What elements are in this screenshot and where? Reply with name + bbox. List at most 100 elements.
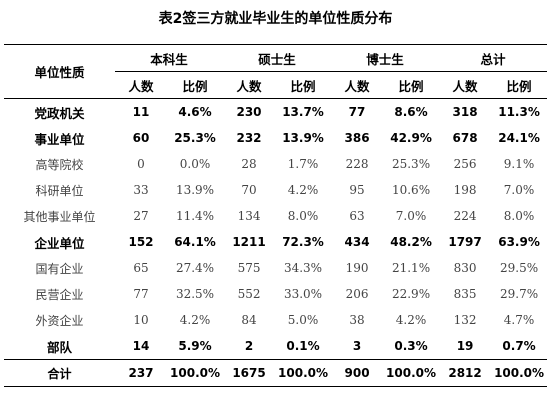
count-cell: 678: [452, 131, 478, 145]
ratio-cell: 13.9%: [282, 131, 324, 145]
count-cell: 228: [345, 157, 369, 171]
count-cell: 386: [344, 131, 370, 145]
count-cell: 230: [236, 105, 262, 119]
subcategory-row: 民营企业 77 32.5% 552 33.0% 206 22.9% 835 29.7%: [4, 281, 547, 307]
ratio-cell: 8.6%: [394, 105, 428, 119]
ratio-cell: 8.0%: [287, 209, 319, 223]
ratio-cell: 34.3%: [283, 261, 323, 275]
subheader-count: 人数: [344, 78, 370, 94]
ratio-cell: 72.3%: [282, 235, 324, 249]
count-cell: 256: [453, 157, 477, 171]
count-cell: 835: [453, 287, 477, 301]
ratio-cell: 29.5%: [499, 261, 539, 275]
subheader-count: 人数: [236, 78, 262, 94]
ratio-cell: 22.9%: [391, 287, 431, 301]
category-row: 党政机关 11 4.6% 230 13.7% 77 8.6% 318 11.3%: [4, 99, 547, 126]
count-cell: 70: [241, 183, 257, 197]
ratio-cell: 27.4%: [175, 261, 215, 275]
count-cell: 60: [132, 131, 150, 145]
ratio-cell: 4.2%: [179, 313, 211, 327]
ratio-cell: 13.7%: [282, 105, 324, 119]
count-cell: 1797: [448, 235, 482, 249]
ratio-cell: 5.0%: [287, 313, 319, 327]
row-label-header: 单位性质: [4, 44, 115, 99]
ratio-cell: 5.9%: [178, 339, 212, 353]
ratio-cell: 25.3%: [391, 157, 431, 171]
ratio-cell: 4.2%: [287, 183, 319, 197]
count-cell: 19: [456, 339, 474, 353]
count-cell: 14: [132, 339, 150, 353]
ratio-cell: 13.9%: [175, 183, 215, 197]
subcategory-row: 科研单位 33 13.9% 70 4.2% 95 10.6% 198 7.0%: [4, 177, 547, 203]
subcategory-row: 其他事业单位 27 11.4% 134 8.0% 63 7.0% 224 8.0%: [4, 203, 547, 229]
category-label: 部队: [46, 339, 72, 355]
subheader-ratio: 比例: [182, 78, 208, 94]
count-cell: 198: [453, 183, 477, 197]
ratio-cell: 9.1%: [503, 157, 535, 171]
total-cell: 100.0%: [170, 366, 220, 380]
category-row: 事业单位 60 25.3% 232 13.9% 386 42.9% 678 24.1%: [4, 125, 547, 151]
count-cell: 63: [349, 209, 365, 223]
subcategory-label: 高等院校: [35, 157, 84, 172]
category-label: 事业单位: [34, 131, 85, 147]
subcategory-label: 国有企业: [35, 261, 84, 276]
header-row-subcols: 人数 比例 人数 比例 人数 比例 人数 比例: [4, 72, 548, 99]
ratio-cell: 4.2%: [395, 313, 427, 327]
category-label: 党政机关: [34, 105, 85, 121]
subheader-count: 人数: [128, 78, 154, 94]
total-cell: 100.0%: [494, 366, 545, 380]
subcategory-row: 外资企业 10 4.2% 84 5.0% 38 4.2% 132 4.7%: [4, 307, 547, 333]
total-row: 合计 237 100.0% 1675 100.0% 900 100.0% 281…: [4, 359, 548, 387]
count-cell: 434: [344, 235, 370, 249]
subcategory-label: 科研单位: [35, 183, 84, 198]
count-cell: 3: [352, 339, 362, 353]
ratio-cell: 42.9%: [390, 131, 432, 145]
table-body: 党政机关 11 4.6% 230 13.7% 77 8.6% 318 11.3% 事业单位 60 25…: [4, 99, 547, 360]
subheader-ratio: 比例: [290, 78, 316, 94]
group-header-undergrad: 本科生: [115, 44, 224, 72]
ratio-cell: 4.7%: [503, 313, 535, 327]
subcategory-row: 高等院校 0 0.0% 28 1.7% 228 25.3% 256 9.1%: [4, 151, 547, 177]
group-header-master: 硕士生: [223, 44, 332, 72]
subcategory-label: 外资企业: [35, 313, 84, 328]
ratio-cell: 64.1%: [174, 235, 216, 249]
count-cell: 132: [453, 313, 477, 327]
ratio-cell: 63.9%: [498, 235, 540, 249]
count-cell: 224: [453, 209, 477, 223]
count-cell: 84: [241, 313, 257, 327]
distribution-table: 单位性质 本科生 硕士生 博士生 总计 人数 比例 人数 比例 人数 比例 人数…: [4, 44, 548, 387]
subheader-ratio: 比例: [506, 78, 532, 94]
total-cell: 1675: [232, 366, 266, 380]
ratio-cell: 8.0%: [503, 209, 535, 223]
ratio-cell: 21.1%: [391, 261, 431, 275]
count-cell: 2: [244, 339, 254, 353]
count-cell: 38: [349, 313, 365, 327]
subheader-ratio: 比例: [398, 78, 424, 94]
category-row: 部队 14 5.9% 2 0.1% 3 0.3% 19 0.7%: [4, 333, 547, 360]
ratio-cell: 4.6%: [178, 105, 212, 119]
category-label: 企业单位: [34, 235, 85, 251]
total-cell: 100.0%: [278, 366, 329, 380]
group-header-total: 总计: [439, 44, 548, 72]
ratio-cell: 24.1%: [498, 131, 540, 145]
count-cell: 33: [133, 183, 149, 197]
count-cell: 318: [452, 105, 478, 119]
ratio-cell: 1.7%: [287, 157, 319, 171]
ratio-cell: 11.4%: [175, 209, 215, 223]
total-cell: 237: [128, 366, 154, 380]
count-cell: 552: [237, 287, 261, 301]
total-cell: 100.0%: [386, 366, 437, 380]
count-cell: 10: [133, 313, 149, 327]
count-cell: 0: [137, 157, 145, 171]
ratio-cell: 48.2%: [390, 235, 432, 249]
ratio-cell: 11.3%: [498, 105, 540, 119]
count-cell: 575: [237, 261, 261, 275]
count-cell: 232: [236, 131, 262, 145]
ratio-cell: 0.7%: [502, 339, 536, 353]
ratio-cell: 29.7%: [499, 287, 539, 301]
subcategory-label: 其他事业单位: [23, 209, 96, 224]
count-cell: 77: [133, 287, 149, 301]
ratio-cell: 33.0%: [283, 287, 323, 301]
count-cell: 206: [345, 287, 369, 301]
subheader-count: 人数: [452, 78, 478, 94]
